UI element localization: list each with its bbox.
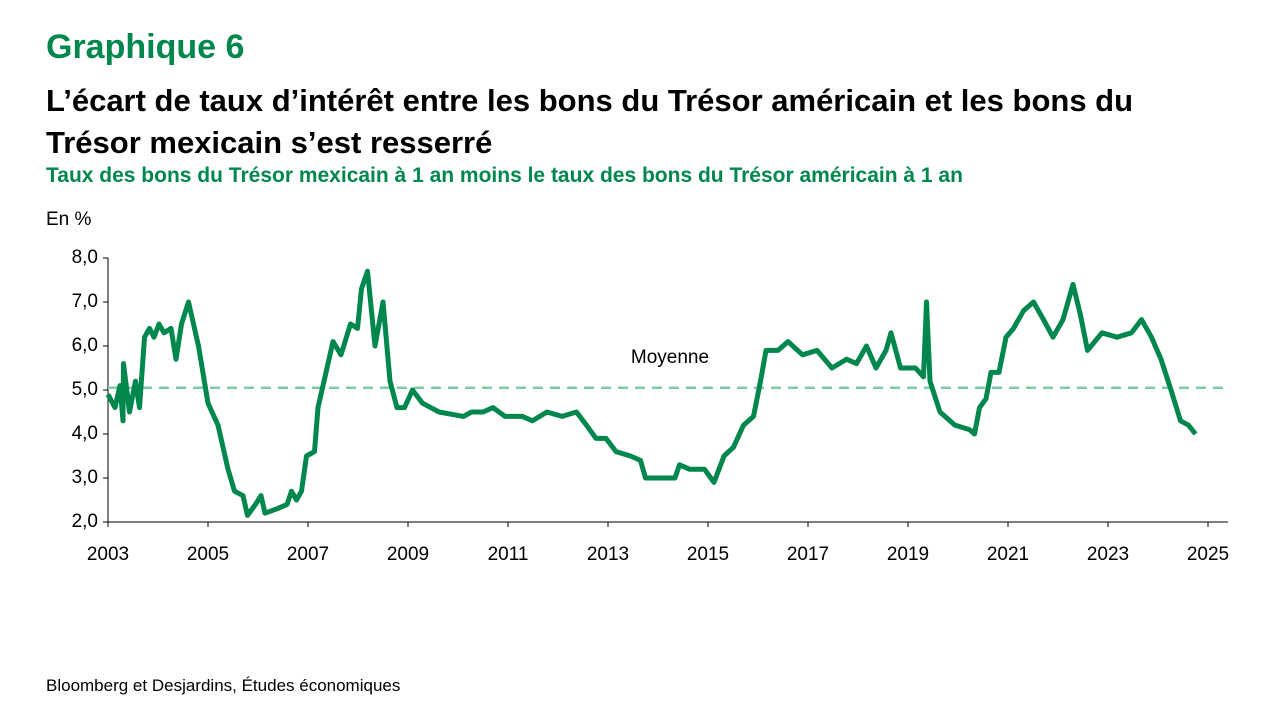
y-tick-label: 3,0 [72, 467, 98, 488]
x-tick-label: 2003 [87, 544, 129, 565]
x-tick-label: 2015 [687, 544, 729, 565]
data-line [105, 268, 1198, 518]
y-tick-label: 4,0 [72, 423, 98, 444]
x-tick-label: 2007 [287, 544, 329, 565]
y-tick-label: 5,0 [72, 379, 98, 400]
y-tick-label: 2,0 [72, 511, 98, 532]
chart-title: L’écart de taux d’intérêt entre les bons… [46, 83, 1134, 160]
mean-label: Moyenne [631, 347, 709, 368]
x-tick-label: 2017 [787, 544, 829, 565]
x-tick-label: 2009 [387, 544, 429, 565]
y-tick-label: 8,0 [72, 247, 98, 268]
chart: En % 2,0 3,0 4,0 5,0 6,0 7,0 8,0 2003 2005 2007 20… [46, 209, 1229, 565]
source-note: Bloomberg et Desjardins, Études économiq… [46, 676, 401, 695]
x-tick-label: 2021 [987, 544, 1029, 565]
x-tick-label: 2025 [1187, 544, 1229, 565]
y-axis-label: En % [46, 209, 92, 230]
x-tick-label: 2011 [488, 544, 529, 565]
chart-subtitle: Taux des bons du Trésor mexicain à 1 an … [46, 164, 963, 187]
x-tick-label: 2019 [887, 544, 929, 565]
x-tick-label: 2023 [1087, 544, 1129, 565]
chart-label: Graphique 6 [46, 28, 245, 66]
x-tick-label: 2013 [587, 544, 629, 565]
y-tick-label: 6,0 [72, 335, 98, 356]
x-tick-label: 2005 [187, 544, 229, 565]
y-tick-label: 7,0 [72, 291, 98, 312]
